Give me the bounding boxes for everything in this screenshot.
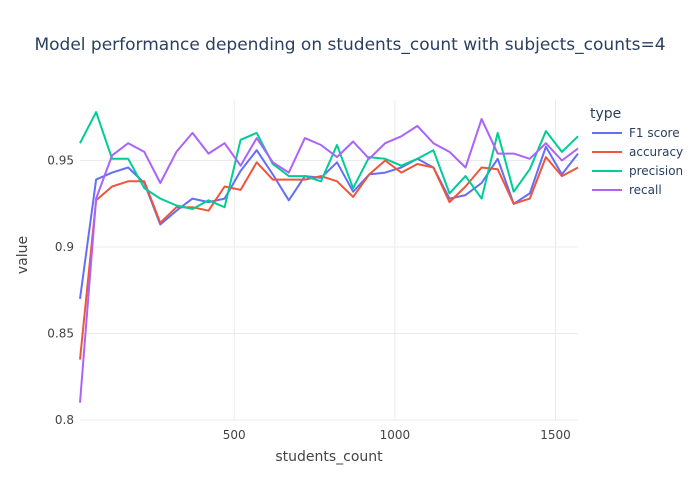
x-tick-label: 1000: [380, 428, 411, 442]
x-tick-label: 1500: [540, 428, 571, 442]
legend-item[interactable]: precision: [592, 164, 683, 178]
y-tick-label: 0.85: [47, 327, 74, 341]
series-line-precision: [79, 111, 579, 210]
x-tick-label: 500: [223, 428, 246, 442]
legend-title: type: [590, 106, 621, 122]
y-tick-label: 0.95: [47, 154, 74, 168]
y-tick-label: 0.8: [55, 413, 74, 427]
y-axis-label: value: [15, 236, 31, 274]
series-lines: [79, 111, 579, 403]
y-axis-ticks: 0.8 0.85 0.9 0.95: [47, 154, 74, 427]
x-axis-label: students_count: [275, 449, 383, 465]
series-line-f1-score: [79, 145, 579, 300]
legend-label: F1 score: [629, 126, 680, 140]
legend-label: precision: [629, 164, 683, 178]
y-tick-label: 0.9: [55, 240, 74, 254]
legend-item[interactable]: recall: [592, 183, 662, 197]
grid-lines: [80, 100, 578, 421]
legend: type F1 score accuracy precision recall: [590, 106, 683, 197]
legend-label: recall: [629, 183, 662, 197]
series-line-accuracy: [79, 156, 579, 360]
chart-title: Model performance depending on students_…: [34, 35, 665, 55]
legend-item[interactable]: F1 score: [592, 126, 680, 140]
series-line-recall: [79, 118, 579, 403]
legend-item[interactable]: accuracy: [592, 145, 683, 159]
legend-label: accuracy: [629, 145, 683, 159]
x-axis-ticks: 500 1000 1500: [223, 428, 571, 442]
